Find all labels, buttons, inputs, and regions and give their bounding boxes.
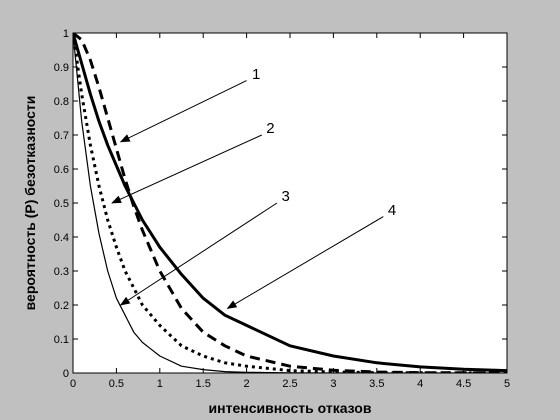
annotation-arrow-4 [226,216,384,309]
series-layer [73,33,507,373]
y-tick-label: 0.7 [54,130,69,142]
axes-layer: 0 0.5 1 1.5 2 2.5 3 3.5 4 4.5 5 0 0.1 0.2 0.3 0.4 0.5 0.6… [54,28,510,390]
y-tick-label: 0.4 [54,232,69,244]
y-tick-label: 0.5 [54,198,69,210]
x-tick-label: 4 [417,378,423,390]
y-tick-label: 0 [63,368,69,380]
y-tick-label: 0.8 [54,96,69,108]
annotation-arrow-2 [111,134,262,204]
x-tick-label: 0.5 [109,378,124,390]
series-line-1 [73,33,507,373]
annotation-label-3: 3 [281,188,289,205]
y-tick-label: 0.9 [54,62,69,74]
annotation-arrow-3 [119,202,278,306]
x-tick-label: 1.5 [196,378,211,390]
annotation-label-4: 4 [388,202,396,219]
annotation-arrow-1 [119,80,247,143]
y-axis-label: вероятность (P) безотказности [22,96,38,311]
x-tick-label: 3.5 [369,378,384,390]
annotation-label-2: 2 [266,120,274,137]
plot-area [73,33,507,373]
y-tick-label: 0.2 [54,300,69,312]
x-axis-label: интенсивность отказов [209,400,372,416]
x-tick-label: 5 [504,378,510,390]
series-line-3 [73,33,507,373]
series-line-4 [73,33,507,373]
y-tick-label: 0.6 [54,164,69,176]
x-tick-label: 3 [330,378,336,390]
series-line-2 [73,33,507,373]
x-tick-label: 2.5 [282,378,297,390]
annotation-label-1: 1 [252,66,260,83]
x-tick-label: 1 [157,378,163,390]
annotation-layer: 1 2 3 4 [111,66,396,309]
y-tick-label: 1 [63,28,69,40]
y-tick-label: 0.1 [54,334,69,346]
x-tick-label: 2 [244,378,250,390]
y-tick-label: 0.3 [54,266,69,278]
x-tick-label: 4.5 [456,378,471,390]
x-tick-label: 0 [70,378,76,390]
